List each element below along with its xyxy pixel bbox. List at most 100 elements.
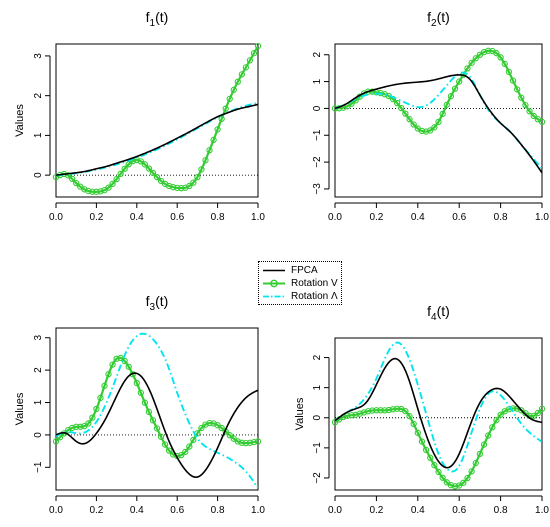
series-line-fpca (56, 103, 258, 176)
y-axis-label: Values (14, 104, 26, 137)
series-point-rotation-v (460, 479, 467, 486)
y-tick-label: 2 (33, 367, 44, 373)
series-point-rotation-v (348, 412, 355, 419)
series-point-rotation-v (393, 405, 401, 412)
series-point-rotation-v (534, 409, 542, 417)
panel-title-name: f (146, 9, 150, 25)
series-point-rotation-v (157, 177, 165, 185)
x-tick-label: 0.4 (130, 212, 144, 223)
series-point-rotation-v (137, 389, 144, 396)
series-point-rotation-v (472, 55, 479, 62)
panel-title: f2(t) (427, 9, 450, 29)
series-line-rotation-lambda (56, 101, 258, 177)
series-point-rotation-v (52, 438, 60, 445)
series-point-rotation-v (364, 408, 372, 415)
x-tick-label: 0.0 (49, 212, 63, 223)
series-point-rotation-v (202, 157, 209, 164)
series-point-rotation-v (427, 127, 434, 134)
series-point-rotation-v (69, 175, 76, 183)
x-tick-label: 0.8 (211, 505, 225, 516)
series-point-rotation-v (190, 179, 197, 186)
series-point-rotation-v (522, 101, 529, 109)
series-point-rotation-v (77, 423, 84, 430)
series-line-fpca (335, 74, 542, 174)
series-point-rotation-v (161, 441, 169, 448)
series-point-rotation-v (238, 439, 245, 446)
series-point-rotation-v (497, 54, 504, 61)
series-point-rotation-v (518, 94, 525, 101)
panel-title-argument: (t) (437, 9, 450, 25)
y-tick-label: −1 (312, 442, 323, 454)
series-point-rotation-v (246, 439, 254, 446)
x-tick-label: 0.2 (89, 505, 103, 516)
series-point-rotation-v (422, 128, 430, 135)
series-point-rotation-v (117, 170, 124, 178)
series-line-rotation-v (56, 45, 258, 193)
series-point-rotation-v (105, 371, 112, 378)
series-point-rotation-v (530, 112, 537, 120)
series-point-rotation-v (381, 407, 388, 414)
series-point-rotation-v (443, 101, 450, 108)
x-tick-label: 0.2 (369, 505, 383, 516)
x-tick-label: 0.0 (49, 505, 63, 516)
y-tick-label: 1 (312, 78, 323, 84)
series-point-rotation-v (230, 86, 237, 94)
series-point-rotation-v (141, 161, 149, 168)
series-point-rotation-v (133, 379, 140, 387)
panel-title-name: f (146, 293, 150, 309)
legend: FPCA Rotation V Rotation Λ (258, 261, 342, 305)
series-point-rotation-v (157, 433, 165, 440)
x-tick-label: 1.0 (535, 212, 549, 223)
series-point-rotation-v (190, 436, 197, 444)
series-point-rotation-v (141, 399, 149, 406)
series-point-rotation-v (414, 429, 421, 436)
series-point-rotation-v (472, 459, 479, 467)
series-point-rotation-v (377, 407, 384, 414)
series-point-rotation-v (489, 424, 496, 431)
series-point-rotation-v (149, 169, 157, 177)
series-point-rotation-v (431, 124, 438, 131)
series-point-rotation-v (254, 438, 262, 445)
series-point-rotation-v (435, 118, 442, 125)
series-point-rotation-v (439, 474, 446, 481)
series-point-rotation-v (476, 450, 484, 458)
series-point-rotation-v (186, 182, 193, 190)
series-line-rotation-lambda (335, 341, 542, 473)
panel-title-subscript: 2 (431, 18, 437, 29)
panel-title-subscript: 4 (431, 312, 437, 323)
series-point-rotation-v (493, 417, 500, 424)
series-point-rotation-v (202, 421, 209, 428)
series-point-rotation-v (226, 432, 233, 439)
x-tick-label: 1.0 (535, 505, 549, 516)
series-point-rotation-v (113, 175, 120, 183)
x-tick-label: 0.8 (211, 212, 225, 223)
series-point-rotation-v (234, 438, 241, 445)
x-tick-label: 0.8 (494, 212, 508, 223)
series-point-rotation-v (464, 474, 471, 482)
series-point-rotation-v (178, 451, 185, 459)
series-point-rotation-v (234, 78, 241, 85)
series-line-fpca (56, 372, 258, 479)
x-tick-label: 0.6 (452, 505, 466, 516)
x-tick-label: 0.4 (411, 505, 425, 516)
series-point-rotation-v (250, 50, 258, 57)
x-tick-label: 1.0 (251, 212, 265, 223)
panel-4: f4(t) Values 0.0 0.2 0.4 0.6 0.8 1.0 −2 −1 0 1 2 (294, 303, 549, 516)
series-point-rotation-v (402, 110, 409, 117)
series-point-rotation-v (64, 172, 72, 179)
legend-key-rotation-lambda (263, 295, 285, 298)
series-point-rotation-v (174, 184, 181, 192)
x-tick-label: 0.6 (170, 505, 184, 516)
series-point-rotation-v (109, 180, 116, 187)
series-point-rotation-v (398, 104, 405, 112)
series-point-rotation-v (97, 394, 104, 402)
legend-label-fpca: FPCA (291, 265, 318, 276)
panel-title-subscript: 1 (150, 18, 156, 29)
series-point-rotation-v (137, 158, 144, 165)
series-point-rotation-v (360, 409, 368, 416)
series-point-rotation-v (501, 60, 508, 68)
series-point-rotation-v (497, 411, 504, 418)
series-point-rotation-v (145, 165, 153, 172)
series-point-rotation-v (186, 443, 193, 450)
